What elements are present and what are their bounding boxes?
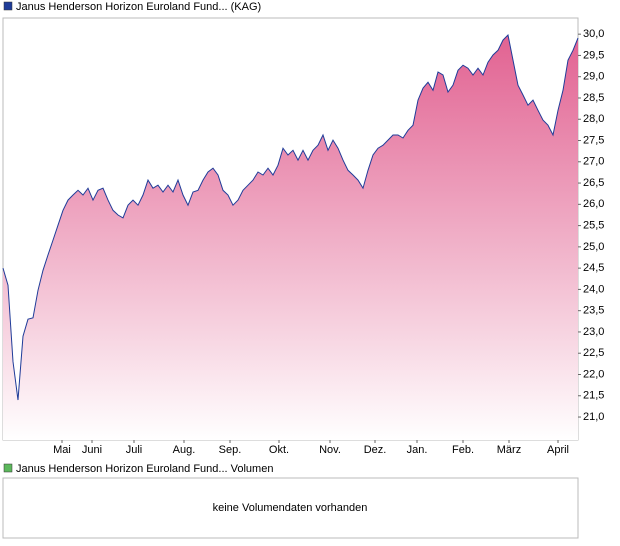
y-tick-label: 29,5 [583,49,604,61]
x-tick-label: Juni [82,444,102,456]
x-tick-label: Dez. [364,444,387,456]
x-tick-label: Okt. [269,444,289,456]
x-tick-label: Sep. [219,444,242,456]
y-tick-label: 22,5 [583,347,604,359]
x-tick-label: Juli [126,444,143,456]
y-tick-label: 25,0 [583,241,604,253]
legend-swatch [3,1,13,11]
y-tick-label: 23,5 [583,305,604,317]
legend-label: Janus Henderson Horizon Euroland Fund...… [16,463,273,475]
y-tick-label: 21,0 [583,411,604,423]
x-tick-label: Aug. [173,444,196,456]
y-tick-label: 21,5 [583,390,604,402]
y-tick-label: 23,0 [583,326,604,338]
x-tick-label: Mai [53,444,71,456]
y-tick-label: 24,0 [583,283,604,295]
y-tick-label: 24,5 [583,262,604,274]
x-tick-label: April [547,444,569,456]
y-tick-label: 26,5 [583,177,604,189]
y-tick-label: 30,0 [583,28,604,40]
x-tick-label: Nov. [319,444,341,456]
no-data-message: keine Volumendaten vorhanden [213,502,368,514]
y-tick-label: 27,0 [583,156,604,168]
y-tick-label: 26,0 [583,198,604,210]
x-tick-label: Jan. [407,444,428,456]
x-tick-label: Feb. [452,444,474,456]
legend-label: Janus Henderson Horizon Euroland Fund...… [16,1,261,13]
y-tick-label: 28,5 [583,92,604,104]
y-tick-label: 25,5 [583,220,604,232]
x-tick-label: März [497,444,521,456]
y-tick-label: 22,0 [583,368,604,380]
legend-swatch [3,463,13,473]
y-tick-label: 28,0 [583,113,604,125]
volume-frame [2,477,579,539]
area-fill [3,35,578,440]
y-tick-label: 29,0 [583,71,604,83]
y-tick-label: 27,5 [583,134,604,146]
price-line [2,33,579,401]
